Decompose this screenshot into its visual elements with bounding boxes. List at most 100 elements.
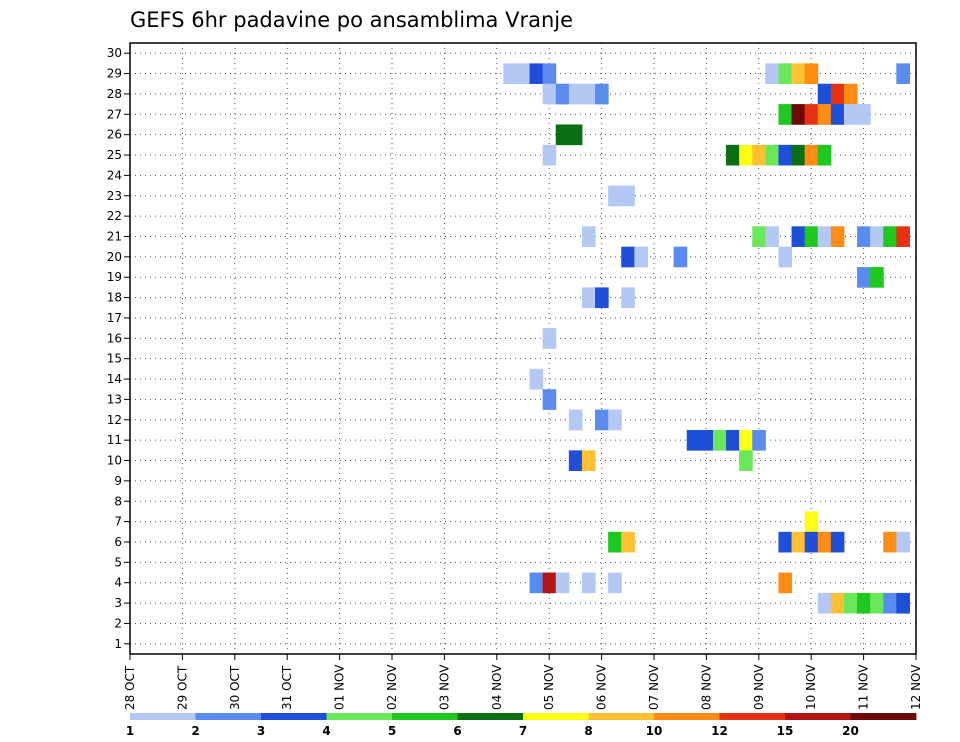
heatmap-cell <box>804 531 819 553</box>
y-tick-label: 5 <box>114 555 122 569</box>
heatmap-cell <box>817 83 832 105</box>
heatmap-cell <box>739 144 753 166</box>
y-tick-label: 22 <box>107 209 122 223</box>
heatmap-cell <box>778 246 793 268</box>
heatmap-cell <box>857 592 871 614</box>
heatmap-cell <box>568 83 583 105</box>
heatmap-cell <box>621 185 635 207</box>
x-tick-label: 10 NOV <box>804 664 818 710</box>
x-tick-label: 01 NOV <box>333 664 347 710</box>
heatmap-cell <box>830 226 845 247</box>
colorbar-label: 2 <box>191 724 199 738</box>
heatmap-cell <box>817 144 832 166</box>
heatmap-cell <box>673 246 688 268</box>
colorbar-label: 7 <box>519 724 527 738</box>
x-tick-label: 08 NOV <box>699 664 713 710</box>
heatmap-cell <box>857 267 871 288</box>
heatmap-cell <box>804 104 819 125</box>
heatmap-cell <box>817 592 832 614</box>
heatmap-cell <box>581 83 596 105</box>
heatmap-cell <box>778 63 793 85</box>
heatmap-cell <box>765 144 779 166</box>
heatmap-cell <box>896 592 910 614</box>
heatmap-cell <box>542 63 557 85</box>
heatmap-cell <box>830 531 845 553</box>
heatmap-cell <box>830 83 845 105</box>
heatmap-cell <box>516 63 531 85</box>
heatmap-cell <box>778 144 793 166</box>
heatmap-cell <box>778 531 793 553</box>
heatmap-cell <box>542 144 557 166</box>
x-tick-label: 30 OCT <box>228 665 242 710</box>
heatmap-cell <box>883 226 897 247</box>
heatmap-cell <box>765 226 779 247</box>
heatmap-cell <box>634 246 648 268</box>
heatmap-cell <box>817 531 832 553</box>
heatmap-cell <box>595 409 609 431</box>
heatmap-cell <box>778 572 793 594</box>
x-tick-label: 04 NOV <box>490 664 504 710</box>
heatmap-cell <box>581 226 596 247</box>
y-tick-label: 18 <box>107 291 122 305</box>
x-tick-label: 11 NOV <box>857 664 871 710</box>
colorbar-segment <box>392 713 458 720</box>
heatmap-cell <box>752 226 766 247</box>
heatmap-cell <box>778 104 793 125</box>
heatmap-cell <box>529 368 544 390</box>
chart-title: GEFS 6hr padavine po ansamblima Vranje <box>130 8 573 32</box>
heatmap-cell <box>542 328 557 349</box>
colorbar-segment <box>523 713 589 720</box>
heatmap-cell <box>581 287 596 309</box>
grid <box>129 43 917 654</box>
y-tick-label: 3 <box>114 596 122 610</box>
x-tick-label: 09 NOV <box>752 664 766 710</box>
x-tick-label: 05 NOV <box>542 664 556 710</box>
y-tick-label: 7 <box>114 515 122 529</box>
heatmap-cell <box>542 83 557 105</box>
heatmap-cell <box>555 124 570 146</box>
colorbar-segment <box>654 713 720 720</box>
heatmap-cell <box>896 531 910 553</box>
y-tick-label: 6 <box>114 535 122 549</box>
heatmap-cell <box>857 104 871 125</box>
heatmap-cell <box>817 104 832 125</box>
heatmap-cell <box>608 409 622 431</box>
heatmap-cell <box>621 531 635 553</box>
heatmap-cell <box>595 83 609 105</box>
colorbar-label: 10 <box>646 724 663 738</box>
heatmap-cell <box>896 63 910 85</box>
y-tick-label: 30 <box>107 46 122 60</box>
colorbar-segment <box>588 713 655 720</box>
heatmap-cell <box>870 226 884 247</box>
heatmap-cell <box>817 226 832 247</box>
heatmap-cell <box>804 63 819 85</box>
colorbar-label: 6 <box>453 724 461 738</box>
heatmap-cell <box>752 429 766 451</box>
heatmap-cell <box>739 450 753 471</box>
y-tick-label: 25 <box>107 148 122 162</box>
y-tick-label: 24 <box>107 168 122 182</box>
heatmap-cell <box>621 287 635 309</box>
x-tick-label: 06 NOV <box>595 664 609 710</box>
heatmap-cell <box>830 592 845 614</box>
heatmap-cell <box>843 83 858 105</box>
heatmap-cell <box>568 450 583 471</box>
x-axis: 28 OCT 29 OCT 30 OCT 31 OCT 01 NOV 02 NOV 03 N… <box>123 654 923 710</box>
heatmap-cell <box>608 572 622 594</box>
heatmap-cell <box>581 572 596 594</box>
colorbar-segment <box>261 713 327 720</box>
heatmap-cell <box>843 104 858 125</box>
heatmap-cell <box>699 429 714 451</box>
heatmap-cell <box>608 531 622 553</box>
colorbar-segment <box>130 713 196 720</box>
heatmap-cell <box>791 531 806 553</box>
y-tick-label: 9 <box>114 474 122 488</box>
heatmap-cell <box>542 389 557 410</box>
colorbar-label: 5 <box>388 724 396 738</box>
heatmap-cell <box>870 592 884 614</box>
y-tick-label: 14 <box>107 372 122 386</box>
y-tick-label: 1 <box>114 637 122 651</box>
heatmap-cell <box>529 572 544 594</box>
x-tick-label: 29 OCT <box>175 665 189 710</box>
